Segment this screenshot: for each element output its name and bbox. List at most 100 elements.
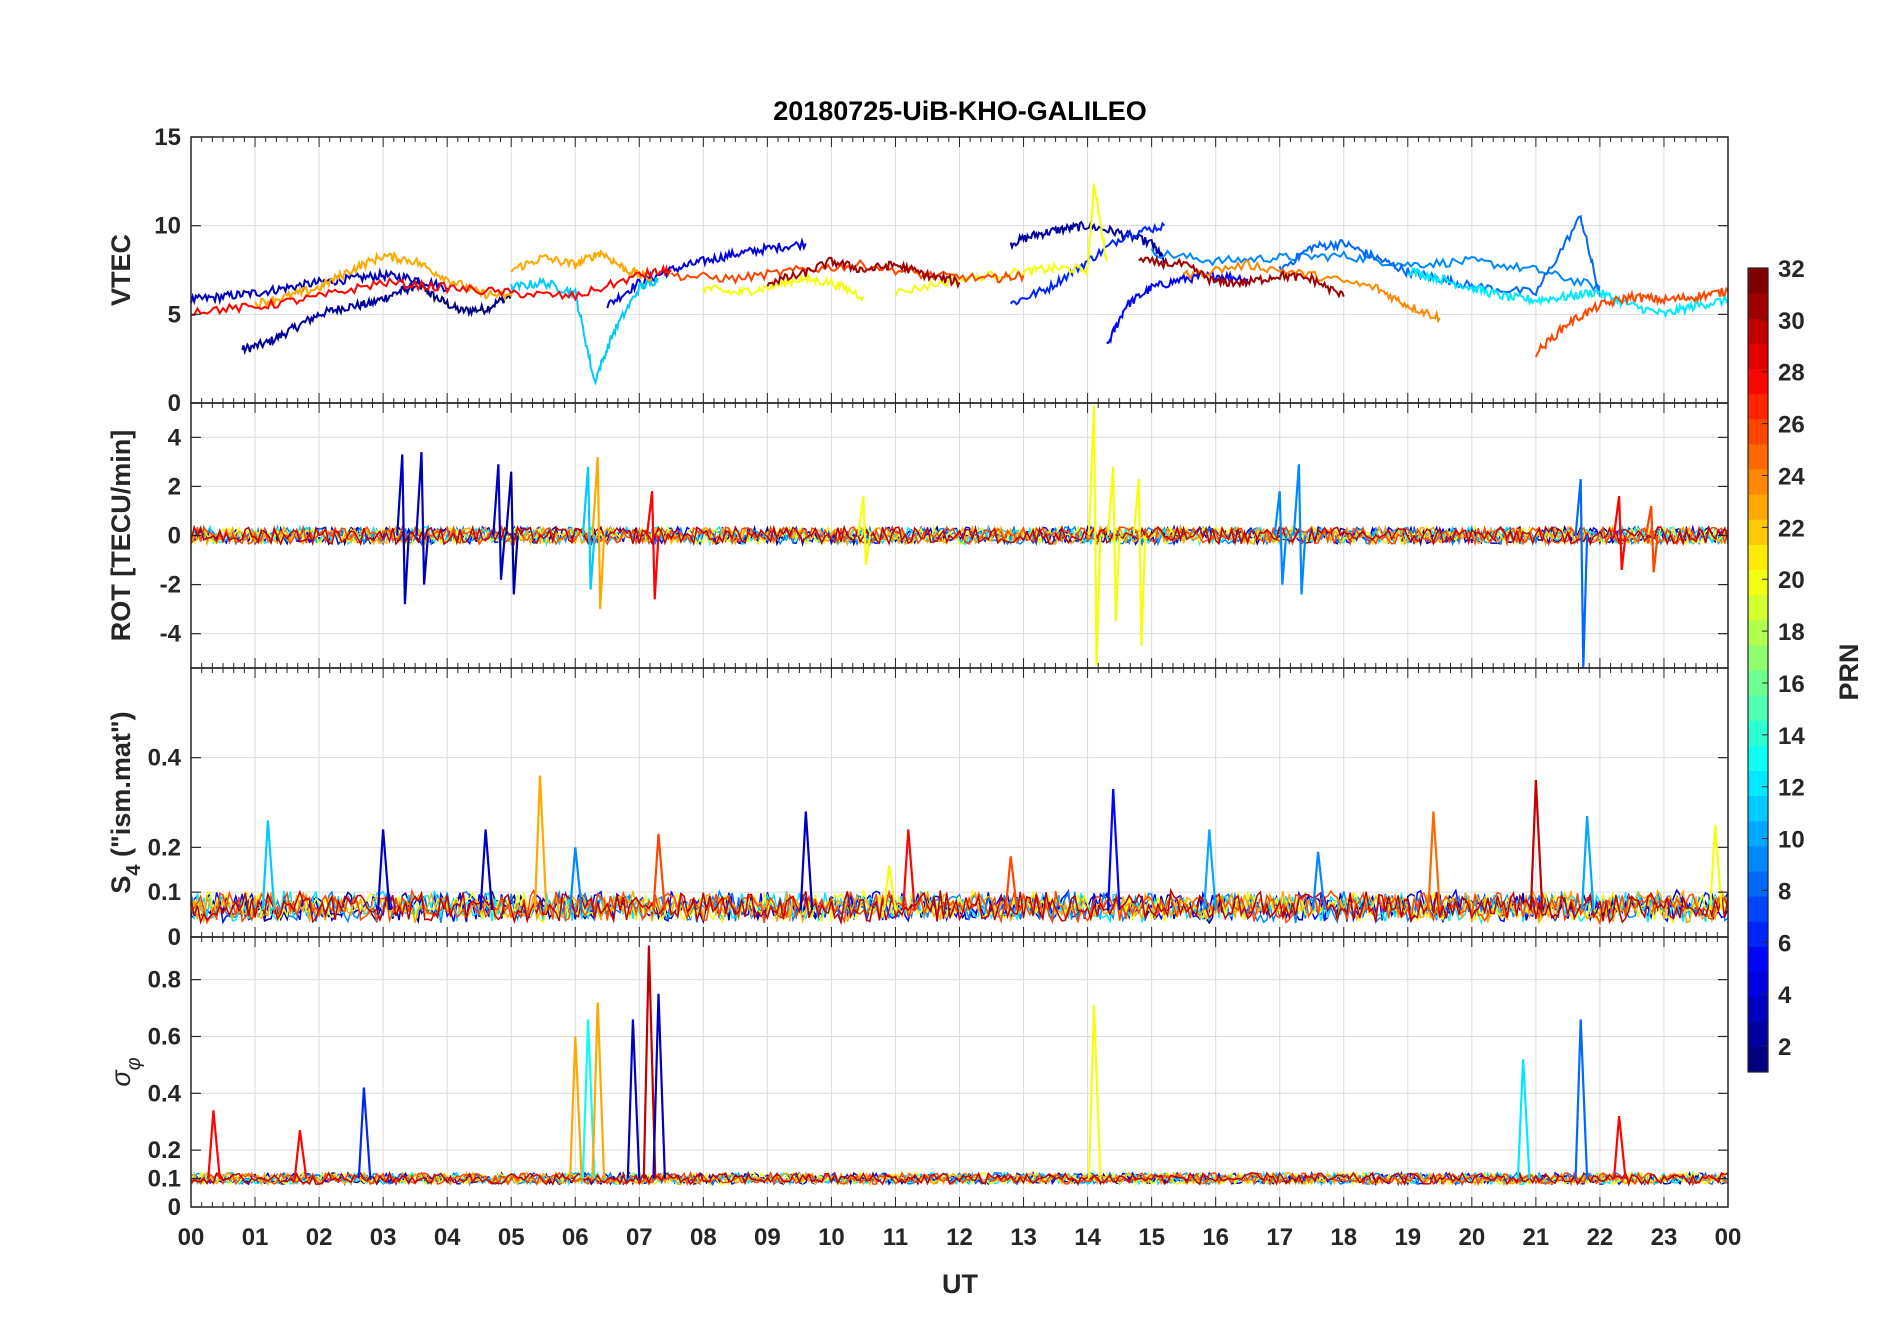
y-tick-label: 0 bbox=[168, 1194, 181, 1221]
s4-spike-prn-20 bbox=[1709, 824, 1723, 911]
colorbar-swatch bbox=[1748, 971, 1768, 998]
s4-spike-prn-10 bbox=[1203, 829, 1217, 911]
x-tick-label: 18 bbox=[1330, 1224, 1357, 1251]
y-axis-title-part: σ bbox=[106, 1069, 136, 1087]
traces bbox=[190, 183, 1729, 386]
sigma_phi-trace-prn-26 bbox=[190, 1170, 1729, 1187]
colorbar-tick-label: 24 bbox=[1778, 463, 1805, 490]
colorbar-swatch bbox=[1748, 469, 1768, 495]
x-ticks bbox=[190, 668, 1729, 937]
x-ticks bbox=[190, 403, 1729, 668]
rot-trace-prn-30 bbox=[190, 524, 1729, 547]
x-tick-label: 05 bbox=[498, 1224, 525, 1251]
vtec-series-prn-26 bbox=[1534, 286, 1729, 358]
x-tick-label: 14 bbox=[1074, 1224, 1101, 1251]
figure-title: 20180725-UiB-KHO-GALILEO bbox=[773, 96, 1147, 126]
x-tick-label: 22 bbox=[1587, 1224, 1614, 1251]
vtec-series-prn-2 bbox=[1009, 219, 1166, 264]
s4-trace-prn-9 bbox=[190, 888, 1729, 925]
rot-spike-prn-20 bbox=[857, 496, 871, 566]
colorbar-swatch bbox=[1748, 770, 1768, 797]
x-tick-label: 20 bbox=[1458, 1224, 1485, 1251]
s4-spike-prn-5 bbox=[1107, 788, 1121, 911]
colorbar-swatch bbox=[1748, 544, 1768, 570]
sigma_phi-spike-prn-23 bbox=[569, 1036, 583, 1179]
y-axis-title-part: S bbox=[106, 876, 136, 894]
s4-spike-prn-3 bbox=[479, 829, 494, 911]
rot-spike-prn-9 bbox=[1292, 464, 1307, 595]
x-tick-label: 02 bbox=[306, 1224, 333, 1251]
s4-spike-prn-10 bbox=[1580, 815, 1595, 911]
y-tick-label: 4 bbox=[168, 424, 182, 451]
colorbar-label: PRN bbox=[1834, 643, 1864, 700]
colorbar-tick-label: 6 bbox=[1778, 930, 1791, 957]
x-tick-label: 00 bbox=[1715, 1224, 1742, 1251]
colorbar-tick-label: 8 bbox=[1778, 878, 1791, 905]
x-tick-label: 23 bbox=[1651, 1224, 1678, 1251]
colorbar-swatch bbox=[1748, 594, 1768, 621]
colorbar-swatch bbox=[1748, 820, 1768, 847]
y-axis-title: VTEC bbox=[106, 234, 136, 306]
vtec-series-prn-23 bbox=[510, 250, 653, 282]
colorbar-tick-label: 16 bbox=[1778, 671, 1805, 698]
x-tick-label: 16 bbox=[1202, 1224, 1229, 1251]
colorbar-swatch bbox=[1748, 494, 1768, 520]
y-tick-label: 0.8 bbox=[148, 967, 181, 994]
s4-spike-prn-20 bbox=[882, 865, 897, 911]
colorbar-swatch bbox=[1748, 443, 1768, 470]
vtec-series-prn-23 bbox=[254, 250, 513, 309]
sigma_phi-spike-prn-13 bbox=[581, 1019, 596, 1179]
rot-spike-prn-26 bbox=[1644, 505, 1659, 573]
y-tick-label: 0.4 bbox=[148, 1080, 182, 1107]
colorbar-tick-label: 28 bbox=[1778, 360, 1805, 387]
colorbar-swatch bbox=[1748, 1021, 1768, 1048]
y-axis-title-part: ("ism.mat") bbox=[106, 711, 136, 864]
y-tick-label: 0.4 bbox=[148, 745, 182, 772]
x-tick-label: 12 bbox=[946, 1224, 973, 1251]
colorbar-swatch bbox=[1748, 670, 1768, 696]
grid bbox=[190, 937, 1729, 1208]
sigma_phi-spike-prn-3 bbox=[652, 993, 666, 1179]
rot-spike-prn-3 bbox=[415, 452, 430, 585]
colorbar-tick-label: 26 bbox=[1778, 412, 1805, 439]
s4-spike-prn-28 bbox=[902, 829, 916, 911]
x-tick-label: 08 bbox=[690, 1224, 717, 1251]
y-tick-label: 0.1 bbox=[148, 1166, 181, 1193]
x-ticks bbox=[190, 937, 1729, 1207]
traces bbox=[190, 775, 1729, 926]
s4-spike-prn-26 bbox=[1004, 856, 1019, 911]
sigma_phi-spike-prn-12 bbox=[1516, 1059, 1531, 1179]
y-tick-label: 0.6 bbox=[148, 1023, 181, 1050]
y-tick-label: -4 bbox=[160, 621, 182, 648]
colorbar-tick-label: 4 bbox=[1778, 982, 1792, 1009]
s4-spike-prn-26 bbox=[652, 833, 666, 911]
y-tick-label: 0.2 bbox=[148, 1137, 181, 1164]
colorbar-tick-label: 2 bbox=[1778, 1034, 1791, 1061]
s4-spike-prn-23 bbox=[533, 775, 548, 911]
y-axis-title-part: φ bbox=[123, 1057, 145, 1070]
s4-spike-prn-9 bbox=[1311, 851, 1326, 911]
sigma_phi-spike-prn-30 bbox=[642, 945, 657, 1179]
x-tick-label: 15 bbox=[1138, 1224, 1165, 1251]
colorbar-swatch bbox=[1748, 946, 1768, 972]
y-axis-title: S4 ("ism.mat") bbox=[106, 711, 145, 893]
rot-spike-prn-28 bbox=[1612, 496, 1627, 571]
vtec-series-prn-31 bbox=[766, 256, 961, 290]
colorbar-swatch bbox=[1748, 519, 1768, 545]
x-tick-label: 19 bbox=[1394, 1224, 1421, 1251]
x-tick-label: 00 bbox=[178, 1224, 205, 1251]
colorbar-swatch bbox=[1748, 418, 1768, 445]
x-tick-label: 17 bbox=[1266, 1224, 1293, 1251]
sigma_phi-spike-prn-6 bbox=[357, 1087, 372, 1179]
vtec-series-prn-12 bbox=[1599, 289, 1729, 319]
colorbar-swatch bbox=[1748, 268, 1768, 294]
s4-trace-prn-30 bbox=[190, 887, 1729, 926]
colorbar-swatch bbox=[1748, 695, 1768, 721]
s4-spike-prn-11 bbox=[261, 820, 276, 911]
colorbar-tick-label: 30 bbox=[1778, 308, 1805, 335]
x-axis-title: UT bbox=[942, 1269, 978, 1299]
colorbar-swatch bbox=[1748, 871, 1768, 897]
vtec-series-prn-8 bbox=[1278, 214, 1601, 297]
